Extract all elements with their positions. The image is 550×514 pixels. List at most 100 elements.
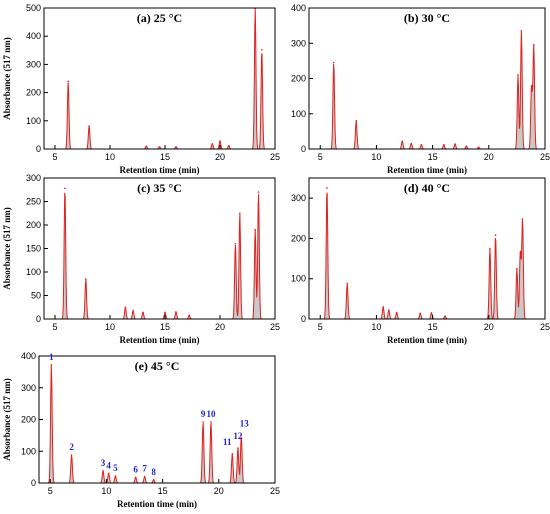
peak-point <box>430 312 433 314</box>
peak-point <box>107 472 110 475</box>
peak-point <box>164 311 166 314</box>
x-axis-label: Retention time (min) <box>387 335 467 345</box>
signal-line <box>44 9 275 150</box>
x-tick-label: 5 <box>48 486 53 496</box>
panel-a: 5 10 15 20 25 0 100 200 300 400 500 Retention time … <box>2 3 280 175</box>
y-tick-label: 300 <box>291 193 306 203</box>
panel-title: (d) 40 °C <box>404 181 450 195</box>
y-tick-label: 200 <box>21 415 36 425</box>
peak-point <box>465 145 468 147</box>
y-tick-label: 300 <box>21 383 36 393</box>
y-tick-label: 200 <box>26 220 41 230</box>
peak-point <box>175 145 177 148</box>
y-tick-label: 300 <box>26 173 41 183</box>
x-axis-label: Retention time (min) <box>387 165 467 175</box>
peak-point <box>521 218 524 220</box>
x-tick-label: 15 <box>160 152 170 162</box>
panel-title: (e) 45 °C <box>135 359 180 373</box>
panel-d: 5 10 15 20 25 0 100 200 300 Retention time (min) (… <box>291 177 550 345</box>
panel-title: (b) 30 °C <box>404 11 450 25</box>
y-axis-label: Absorbance (517 nm) <box>2 207 12 290</box>
y-tick-label: 0 <box>36 144 41 154</box>
x-tick-label: 20 <box>215 322 225 332</box>
peak-point <box>158 145 161 148</box>
peak-point <box>202 421 204 423</box>
peak-number-label: 2 <box>69 442 74 452</box>
peak-number-label: 3 <box>101 458 106 468</box>
x-tick-label: 20 <box>215 152 225 162</box>
x-tick-label: 20 <box>484 152 494 162</box>
y-tick-label: 100 <box>21 446 36 456</box>
panel-title: (c) 35 °C <box>137 181 182 195</box>
peak-point <box>64 187 66 190</box>
peak-point <box>67 80 69 83</box>
peak-point <box>420 143 423 146</box>
peak-point <box>70 454 73 456</box>
x-tick-label: 25 <box>540 322 550 332</box>
peak-point <box>50 364 53 366</box>
signal-line <box>309 30 545 150</box>
y-tick-label: 400 <box>26 31 41 41</box>
y-tick-label: 50 <box>31 291 41 301</box>
signal-fill <box>309 192 545 319</box>
x-axis-label: Retention time (min) <box>120 165 200 175</box>
peak-point <box>254 228 256 231</box>
panel-title: (a) 25 °C <box>137 11 182 25</box>
x-tick-label: 25 <box>270 486 280 496</box>
plot-frame <box>308 177 546 320</box>
y-tick-label: 500 <box>26 3 41 13</box>
peak-point <box>143 475 146 478</box>
peak-point <box>145 145 148 147</box>
peak-point <box>382 306 384 308</box>
x-tick-label: 25 <box>270 322 280 332</box>
y-tick-label: 400 <box>291 3 306 13</box>
x-tick-label: 15 <box>158 486 168 496</box>
peak-point <box>489 247 491 250</box>
peak-point <box>211 143 214 145</box>
y-axis-label: Absorbance (517 nm) <box>2 378 12 461</box>
peak-point <box>517 74 519 76</box>
x-tick-label: 10 <box>371 322 381 332</box>
x-tick-label: 10 <box>101 486 111 496</box>
x-tick-label: 20 <box>484 322 494 332</box>
y-tick-label: 0 <box>301 314 306 324</box>
peak-point <box>142 311 144 314</box>
peak-number-label: 11 <box>223 437 232 447</box>
peak-number-label: 5 <box>113 463 118 473</box>
x-tick-label: 5 <box>52 152 57 162</box>
peak-number-label: 13 <box>240 418 250 428</box>
y-tick-label: 0 <box>36 314 41 324</box>
peak-point <box>102 470 104 472</box>
y-tick-label: 0 <box>31 478 36 488</box>
peak-point <box>346 282 349 285</box>
x-tick-label: 15 <box>428 322 438 332</box>
y-tick-label: 100 <box>26 116 41 126</box>
peak-point <box>152 479 155 481</box>
peak-point <box>188 314 190 317</box>
peak-point <box>494 234 497 237</box>
y-tick-label: 250 <box>26 197 41 207</box>
y-tick-label: 100 <box>291 274 306 284</box>
peak-point <box>419 312 422 315</box>
peak-point <box>234 243 237 245</box>
panel-b: 5 10 15 20 25 0 100 200 300 400 Retention time (mi… <box>291 3 550 175</box>
peak-point <box>210 421 212 423</box>
peak-number-label: 1 <box>49 352 54 362</box>
y-tick-label: 200 <box>291 74 306 84</box>
peak-point <box>520 30 523 32</box>
peak-point <box>237 447 239 449</box>
peak-point <box>532 44 535 46</box>
signal-fill <box>309 30 545 149</box>
peak-point <box>519 251 522 254</box>
peak-point <box>231 452 234 455</box>
peak-point <box>124 306 127 309</box>
x-tick-label: 15 <box>160 322 170 332</box>
peak-point <box>114 475 117 477</box>
y-axis-label: Absorbance (517 nm) <box>2 37 12 120</box>
plot-frame <box>43 7 276 150</box>
x-tick-label: 20 <box>214 486 224 496</box>
peak-point <box>410 142 413 145</box>
